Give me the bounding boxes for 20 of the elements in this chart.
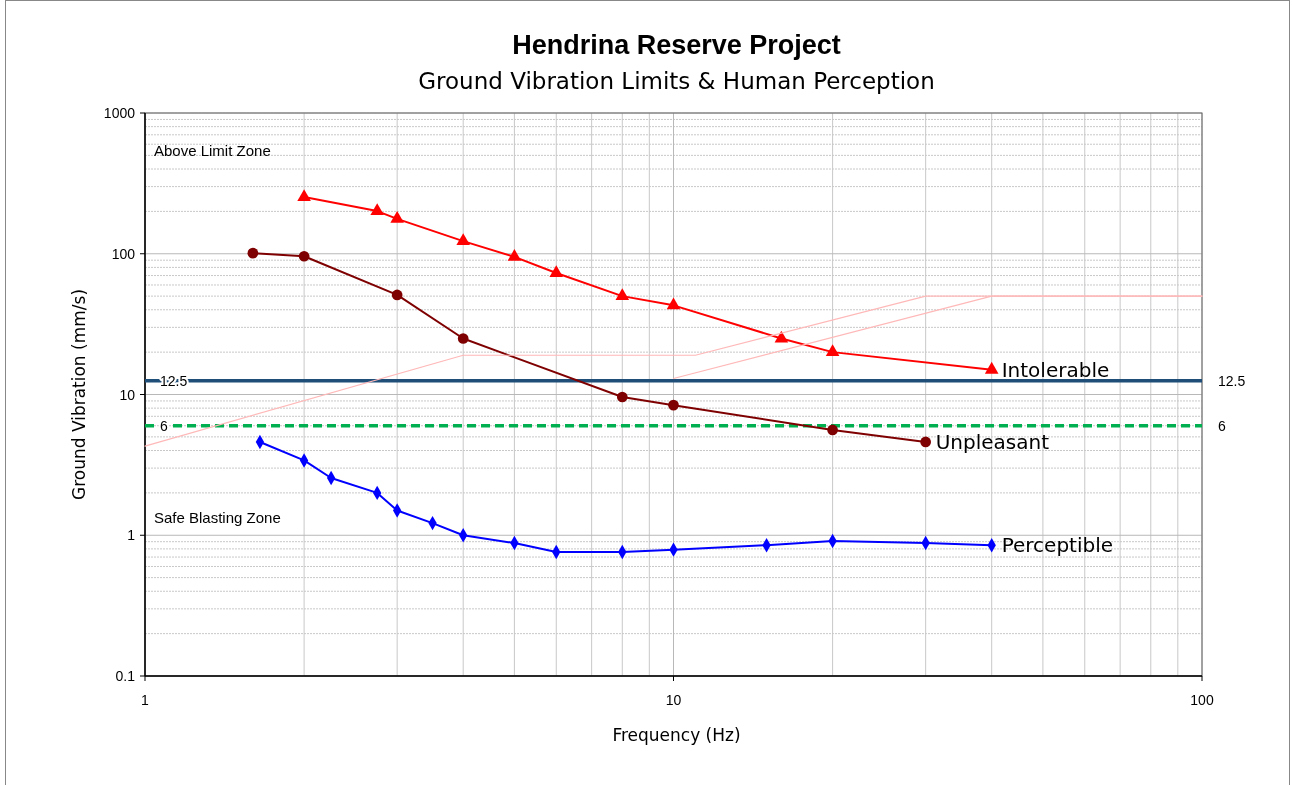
series-label: Perceptible xyxy=(1001,533,1114,558)
chart-title: Hendrina Reserve Project xyxy=(512,30,841,60)
annotation: Above Limit Zone xyxy=(154,142,271,159)
y-tick-label: 1 xyxy=(127,527,136,544)
text: 12.5 xyxy=(1218,372,1246,389)
x-tick-label: 1 xyxy=(141,692,150,708)
text: 6 xyxy=(1218,417,1226,434)
annotation: Safe Blasting Zone xyxy=(154,509,281,526)
y-tick-label: 100 xyxy=(111,245,136,262)
y-axis-title: Ground Vibration (mm/s) xyxy=(69,288,89,501)
series-label: Unpleasant xyxy=(935,429,1050,454)
chart-subtitle: Ground Vibration Limits & Human Perception xyxy=(418,68,935,94)
y-tick-label: 10 xyxy=(119,386,136,403)
y-tick-label: 1000 xyxy=(103,105,136,121)
y-tick-label: 0.1 xyxy=(115,668,136,684)
x-tick-label: 10 xyxy=(665,692,682,708)
x-axis-title: Frequency (Hz) xyxy=(612,725,741,745)
x-tick-label: 100 xyxy=(1190,692,1214,708)
ref-line-label: 12.5 xyxy=(160,372,188,389)
series-label: Intolerable xyxy=(1001,357,1110,382)
